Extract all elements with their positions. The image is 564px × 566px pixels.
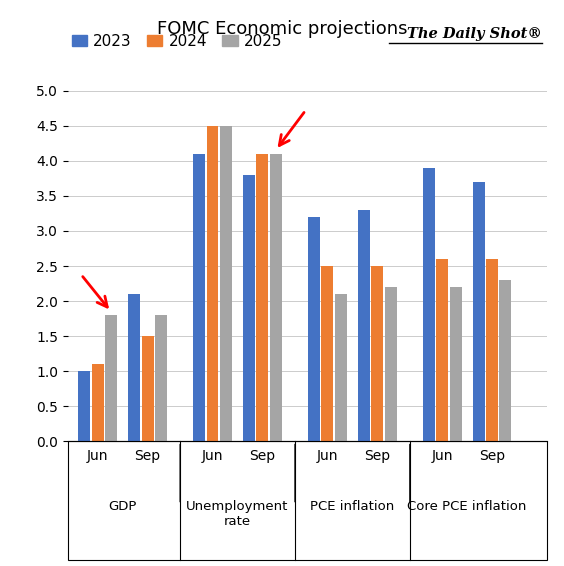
Bar <box>142 336 153 441</box>
Bar <box>473 182 485 441</box>
Bar <box>486 259 498 441</box>
Text: GDP: GDP <box>108 500 137 513</box>
Bar <box>105 315 117 441</box>
Bar <box>270 154 282 441</box>
Bar <box>423 168 435 441</box>
Text: FOMC Economic projections: FOMC Economic projections <box>157 20 407 38</box>
Bar <box>358 210 370 441</box>
Bar <box>436 259 448 441</box>
Bar <box>193 154 205 441</box>
Text: PCE inflation: PCE inflation <box>310 500 394 513</box>
Text: Unemployment
rate: Unemployment rate <box>186 500 289 528</box>
Bar <box>155 315 167 441</box>
Bar <box>206 126 218 441</box>
Bar <box>257 154 268 441</box>
Bar <box>371 266 384 441</box>
Bar <box>243 175 255 441</box>
Bar <box>78 371 90 441</box>
Bar <box>334 294 347 441</box>
Bar <box>308 217 320 441</box>
Bar <box>220 126 232 441</box>
Bar <box>385 287 396 441</box>
Bar <box>128 294 140 441</box>
Text: Core PCE inflation: Core PCE inflation <box>408 500 527 513</box>
Text: The Daily Shot®: The Daily Shot® <box>407 27 543 41</box>
Bar <box>91 365 104 441</box>
Bar <box>500 280 512 441</box>
Bar <box>321 266 333 441</box>
Bar <box>450 287 461 441</box>
Legend: 2023, 2024, 2025: 2023, 2024, 2025 <box>66 28 288 55</box>
